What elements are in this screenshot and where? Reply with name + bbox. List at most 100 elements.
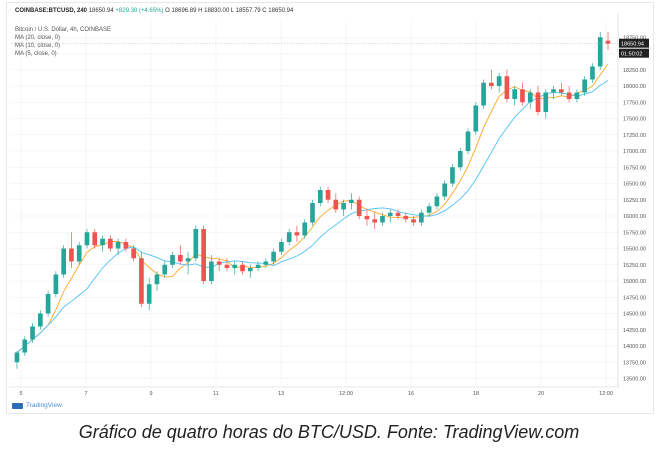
candle-body <box>317 190 323 203</box>
candle-body <box>193 229 199 259</box>
y-tick-label: 14000.00 <box>623 344 646 350</box>
candle <box>364 209 370 226</box>
candle <box>496 73 502 93</box>
y-tick-label: 16750.00 <box>623 165 646 171</box>
y-tick-label: 13750.00 <box>623 360 646 366</box>
candle-body <box>434 196 440 207</box>
grid <box>11 21 618 385</box>
y-tick-label: 15250.00 <box>623 263 646 269</box>
candle-body <box>442 183 448 197</box>
candle-body <box>201 229 206 281</box>
candle <box>193 225 199 262</box>
x-tick-label: 9 <box>149 391 152 397</box>
candle-body <box>582 79 588 93</box>
candle-body <box>341 203 346 210</box>
legend-ma10[interactable]: MA (10, close, 0) <box>15 43 61 49</box>
y-tick-label: 14250.00 <box>623 328 646 334</box>
ma5-line <box>16 63 609 353</box>
candle <box>551 86 556 99</box>
candle <box>240 261 245 275</box>
candle <box>123 238 129 252</box>
y-tick-label: 14750.00 <box>623 295 646 301</box>
candle <box>535 86 541 116</box>
timer-tag <box>619 48 649 58</box>
legend-ma5[interactable]: MA (5, close, 0) <box>15 51 57 57</box>
candle <box>115 238 121 255</box>
y-tick-label: 17750.00 <box>623 100 646 106</box>
candle <box>566 86 572 103</box>
ma10-line <box>16 80 609 353</box>
candles <box>14 32 611 369</box>
candle-body <box>574 92 580 99</box>
candle <box>465 128 471 155</box>
candle <box>559 82 564 96</box>
candle-body <box>325 190 331 200</box>
candle <box>201 225 206 285</box>
candle <box>574 89 580 103</box>
candle <box>84 229 90 249</box>
candle <box>543 89 549 119</box>
candle-body <box>162 264 168 275</box>
y-tick-label: 18750.00 <box>623 35 646 41</box>
y-tick-label: 15750.00 <box>623 230 646 236</box>
x-tick-label: 11 <box>213 391 219 397</box>
candle <box>131 245 136 262</box>
candle <box>154 271 160 291</box>
candle-body <box>286 232 292 242</box>
candle-body <box>411 219 416 223</box>
candle-body <box>380 216 385 223</box>
x-tick-label: 12:00 <box>339 391 353 397</box>
candle-body <box>473 105 479 132</box>
candle <box>395 209 401 220</box>
x-tick-label: 12:00 <box>599 391 613 397</box>
candle-body <box>535 92 541 112</box>
candle <box>372 212 378 229</box>
candle-body <box>302 222 308 236</box>
candle-body <box>481 82 486 106</box>
y-tick-label: 17250.00 <box>623 133 646 139</box>
x-tick-label: 18 <box>473 391 479 397</box>
candle-body <box>76 245 82 262</box>
candle-body <box>527 92 533 103</box>
candle-body <box>520 89 525 103</box>
candle <box>271 248 276 265</box>
candle <box>185 251 191 275</box>
candle <box>411 216 416 226</box>
candle-body <box>364 216 370 220</box>
candle <box>22 336 28 356</box>
y-tick-label: 17000.00 <box>623 149 646 155</box>
candle-body <box>177 255 183 262</box>
time-axis: 5 7 9 11 13 12:00 16 18 20 12:00 <box>9 386 618 397</box>
legend-ma20[interactable]: MA (20, close, 0) <box>15 35 61 41</box>
candle-body <box>232 264 238 268</box>
candle-body <box>450 167 455 184</box>
candle <box>597 32 603 70</box>
y-tick-label: 18000.00 <box>623 84 646 90</box>
candle-body <box>294 232 300 236</box>
candle-body <box>551 89 556 93</box>
candle <box>605 32 611 50</box>
candle-body <box>263 261 269 265</box>
ohlc-values: O 18696.89 H 18830.00 L 18557.79 C 18650… <box>165 8 294 14</box>
candle-body <box>185 258 191 262</box>
candle <box>76 242 82 265</box>
candle <box>294 225 300 242</box>
x-tick-label: 5 <box>19 391 22 397</box>
candle <box>177 245 183 265</box>
candle-body <box>139 258 144 304</box>
candle-body <box>496 76 502 86</box>
candle-body <box>597 37 603 67</box>
x-tick-label: 20 <box>538 391 544 397</box>
candle <box>170 251 175 268</box>
tradingview-brand[interactable]: TradingView <box>12 402 62 409</box>
candle <box>100 235 105 252</box>
moving-average-lines <box>16 63 609 353</box>
candle <box>53 271 59 298</box>
candle-body <box>154 274 160 285</box>
candle <box>380 212 385 226</box>
y-tick-label: 16000.00 <box>623 214 646 220</box>
candle-body <box>395 212 401 216</box>
candle-body <box>512 89 518 99</box>
candle <box>419 209 424 226</box>
last-price-tag-label: 18650.94 <box>621 42 644 48</box>
